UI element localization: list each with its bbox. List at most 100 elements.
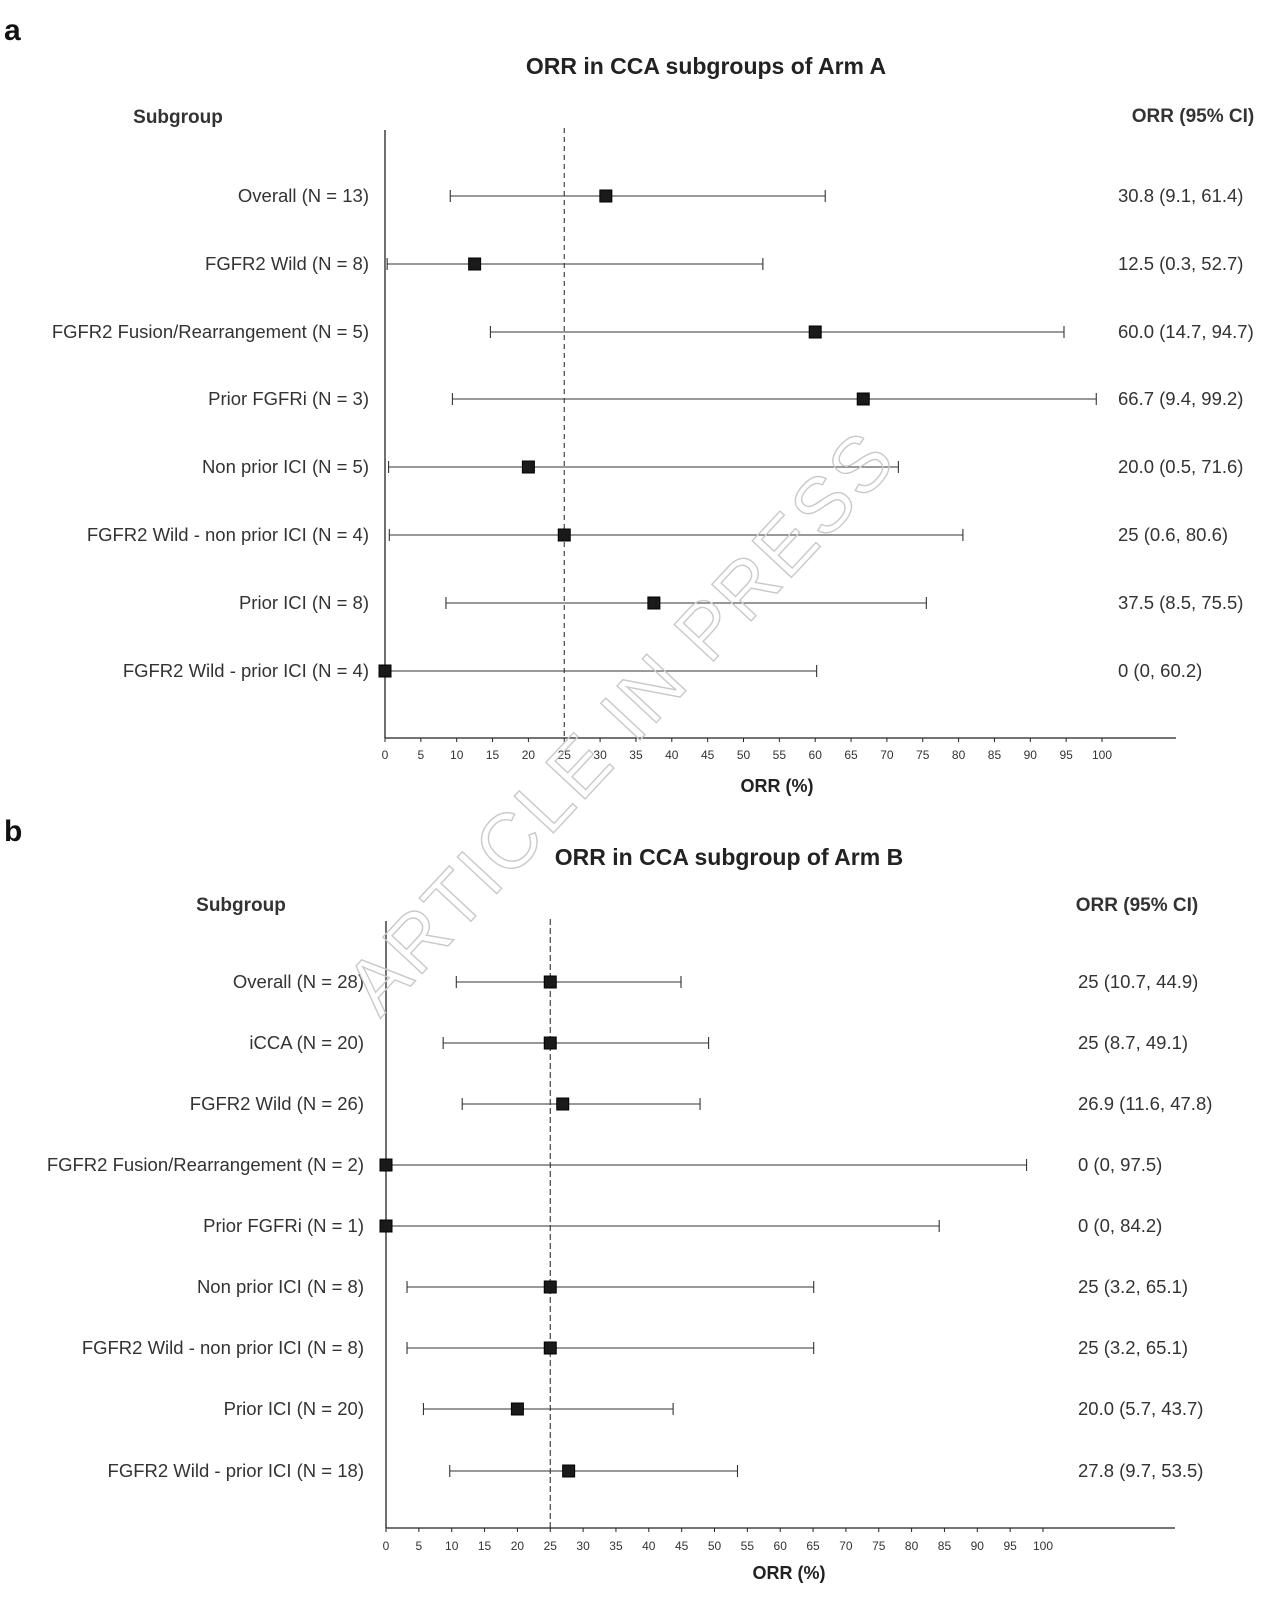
panel-b-x-tick-label: 90 bbox=[971, 1539, 985, 1553]
panel-b-x-tick-label: 40 bbox=[642, 1539, 656, 1553]
panel-b-orr-ci-value: 0 (0, 97.5) bbox=[1078, 1154, 1162, 1175]
panel-b-x-tick-label: 45 bbox=[675, 1539, 689, 1553]
panel-a-x-tick-label: 90 bbox=[1024, 748, 1038, 762]
panel-b-x-tick-label: 75 bbox=[872, 1539, 886, 1553]
panel-a-row-label: Overall (N = 13) bbox=[238, 185, 369, 206]
panel-a: a ORR in CCA subgroups of Arm A Subgroup… bbox=[4, 14, 1254, 796]
panel-a-x-tick-label: 35 bbox=[629, 748, 643, 762]
panel-a-x-tick-label: 30 bbox=[593, 748, 607, 762]
panel-a-x-tick-label: 85 bbox=[988, 748, 1002, 762]
panel-a-x-tick-label: 70 bbox=[880, 748, 894, 762]
panel-b-row: iCCA (N = 20) 25 (8.7, 49.1) bbox=[249, 1032, 1188, 1053]
panel-b-point-estimate-marker bbox=[543, 1036, 557, 1050]
panel-b-x-tick-label: 65 bbox=[806, 1539, 820, 1553]
panel-b-point-estimate-marker bbox=[379, 1158, 393, 1172]
panel-a-x-tick-label: 65 bbox=[844, 748, 858, 762]
panel-b-x-tick-label: 70 bbox=[839, 1539, 853, 1553]
panel-a-orr-ci-value: 30.8 (9.1, 61.4) bbox=[1118, 185, 1243, 206]
panel-b-row-label: FGFR2 Fusion/Rearrangement (N = 2) bbox=[47, 1154, 364, 1175]
panel-a-orr-ci-value: 12.5 (0.3, 52.7) bbox=[1118, 253, 1243, 274]
panel-a-row-label: Prior FGFRi (N = 3) bbox=[208, 388, 369, 409]
panel-b-row: Non prior ICI (N = 8) 25 (3.2, 65.1) bbox=[197, 1276, 1188, 1297]
panel-b-row: Prior ICI (N = 20) 20.0 (5.7, 43.7) bbox=[224, 1398, 1204, 1419]
panel-b-title: ORR in CCA subgroup of Arm B bbox=[555, 844, 903, 870]
panel-b-x-tick-label: 15 bbox=[478, 1539, 492, 1553]
panel-a-row-label: Non prior ICI (N = 5) bbox=[202, 456, 369, 477]
panel-b-x-tick-label: 0 bbox=[383, 1539, 390, 1553]
panel-a-x-tick-label: 60 bbox=[809, 748, 823, 762]
panel-a-x-tick-label: 10 bbox=[450, 748, 464, 762]
panel-a-point-estimate-marker bbox=[557, 528, 571, 542]
panel-a-letter: a bbox=[4, 14, 21, 47]
panel-b-x-tick-label: 80 bbox=[905, 1539, 919, 1553]
panel-b-orr-ci-value: 0 (0, 84.2) bbox=[1078, 1215, 1162, 1236]
panel-b-x-tick-label: 10 bbox=[445, 1539, 459, 1553]
panel-a-x-tick-label: 95 bbox=[1059, 748, 1073, 762]
panel-a-x-tick-label: 15 bbox=[486, 748, 500, 762]
panel-b-point-estimate-marker bbox=[562, 1464, 576, 1478]
panel-b-orr-ci-value: 25 (3.2, 65.1) bbox=[1078, 1276, 1188, 1297]
panel-b-orr-ci-value: 20.0 (5.7, 43.7) bbox=[1078, 1398, 1203, 1419]
panel-b-point-estimate-marker bbox=[543, 1280, 557, 1294]
panel-a-row: FGFR2 Fusion/Rearrangement (N = 5) 60.0 (… bbox=[52, 321, 1254, 342]
panel-a-subgroup-header: Subgroup bbox=[133, 107, 223, 128]
panel-b-orr-ci-header: ORR (95% CI) bbox=[1076, 895, 1198, 916]
panel-a-x-tick-label: 20 bbox=[522, 748, 536, 762]
panel-a-orr-ci-header: ORR (95% CI) bbox=[1132, 106, 1254, 127]
panel-b-x-tick-label: 100 bbox=[1033, 1539, 1053, 1553]
panel-a-row: Prior FGFRi (N = 3) 66.7 (9.4, 99.2) bbox=[208, 388, 1243, 409]
panel-b-row: FGFR2 Wild - non prior ICI (N = 8) 25 (3.… bbox=[82, 1337, 1188, 1358]
panel-b-row-label: iCCA (N = 20) bbox=[249, 1032, 364, 1053]
panel-a-x-tick-label: 100 bbox=[1092, 748, 1112, 762]
panel-b-letter: b bbox=[4, 815, 22, 848]
panel-a-point-estimate-marker bbox=[808, 325, 822, 339]
panel-b-x-tick-label: 60 bbox=[774, 1539, 788, 1553]
panel-a-x-tick-label: 55 bbox=[773, 748, 787, 762]
panel-a-x-tick-label: 50 bbox=[737, 748, 751, 762]
panel-a-x-axis-title: ORR (%) bbox=[741, 776, 814, 796]
panel-b-row: Overall (N = 28) 25 (10.7, 44.9) bbox=[233, 971, 1198, 992]
panel-b-orr-ci-value: 25 (3.2, 65.1) bbox=[1078, 1337, 1188, 1358]
panel-b-point-estimate-marker bbox=[556, 1097, 570, 1111]
panel-a-row: Prior ICI (N = 8) 37.5 (8.5, 75.5) bbox=[239, 592, 1244, 613]
panel-a-x-tick-label: 25 bbox=[558, 748, 572, 762]
panel-a-x-tick-label: 45 bbox=[701, 748, 715, 762]
panel-b-row-label: Overall (N = 28) bbox=[233, 971, 364, 992]
panel-a-row-label: FGFR2 Wild (N = 8) bbox=[205, 253, 369, 274]
panel-a-point-estimate-marker bbox=[647, 596, 661, 610]
panel-b-orr-ci-value: 25 (10.7, 44.9) bbox=[1078, 971, 1198, 992]
panel-b-x-tick-label: 50 bbox=[708, 1539, 722, 1553]
panel-b-row: FGFR2 Wild (N = 26) 26.9 (11.6, 47.8) bbox=[190, 1093, 1213, 1114]
panel-a-row: Overall (N = 13) 30.8 (9.1, 61.4) bbox=[238, 185, 1244, 206]
panel-a-row: Non prior ICI (N = 5) 20.0 (0.5, 71.6) bbox=[202, 456, 1244, 477]
panel-b-row-label: FGFR2 Wild - prior ICI (N = 18) bbox=[108, 1460, 364, 1481]
panel-b-point-estimate-marker bbox=[543, 1341, 557, 1355]
panel-a-row-label: FGFR2 Fusion/Rearrangement (N = 5) bbox=[52, 321, 369, 342]
panel-a-point-estimate-marker bbox=[856, 392, 870, 406]
panel-b-row: FGFR2 Fusion/Rearrangement (N = 2) 0 (0, … bbox=[47, 1154, 1163, 1175]
panel-a-point-estimate-marker bbox=[599, 189, 613, 203]
panel-a-point-estimate-marker bbox=[521, 460, 535, 474]
panel-a-row-label: FGFR2 Wild - prior ICI (N = 4) bbox=[123, 660, 369, 681]
panel-a-orr-ci-value: 66.7 (9.4, 99.2) bbox=[1118, 388, 1243, 409]
panel-b-row-label: FGFR2 Wild (N = 26) bbox=[190, 1093, 364, 1114]
panel-a-row-label: Prior ICI (N = 8) bbox=[239, 592, 369, 613]
panel-b-row: FGFR2 Wild - prior ICI (N = 18) 27.8 (9.7… bbox=[108, 1460, 1204, 1481]
panel-b-row: Prior FGFRi (N = 1) 0 (0, 84.2) bbox=[203, 1215, 1162, 1236]
panel-b-row-label: FGFR2 Wild - non prior ICI (N = 8) bbox=[82, 1337, 364, 1358]
panel-a-x-tick-label: 75 bbox=[916, 748, 930, 762]
panel-a-row-label: FGFR2 Wild - non prior ICI (N = 4) bbox=[87, 524, 369, 545]
panel-a-orr-ci-value: 37.5 (8.5, 75.5) bbox=[1118, 592, 1243, 613]
panel-b-x-tick-label: 30 bbox=[576, 1539, 590, 1553]
panel-a-row: FGFR2 Wild - non prior ICI (N = 4) 25 (0.… bbox=[87, 524, 1228, 545]
panel-b-x-axis-title: ORR (%) bbox=[753, 1563, 826, 1583]
panel-a-x-tick-label: 0 bbox=[382, 748, 389, 762]
panel-a-row: FGFR2 Wild - prior ICI (N = 4) 0 (0, 60.2… bbox=[123, 660, 1203, 681]
panel-b-point-estimate-marker bbox=[543, 975, 557, 989]
panel-b-orr-ci-value: 25 (8.7, 49.1) bbox=[1078, 1032, 1188, 1053]
panel-a-orr-ci-value: 0 (0, 60.2) bbox=[1118, 660, 1202, 681]
panel-b-x-tick-label: 35 bbox=[609, 1539, 623, 1553]
panel-b-x-tick-label: 95 bbox=[1003, 1539, 1017, 1553]
panel-b-point-estimate-marker bbox=[510, 1402, 524, 1416]
